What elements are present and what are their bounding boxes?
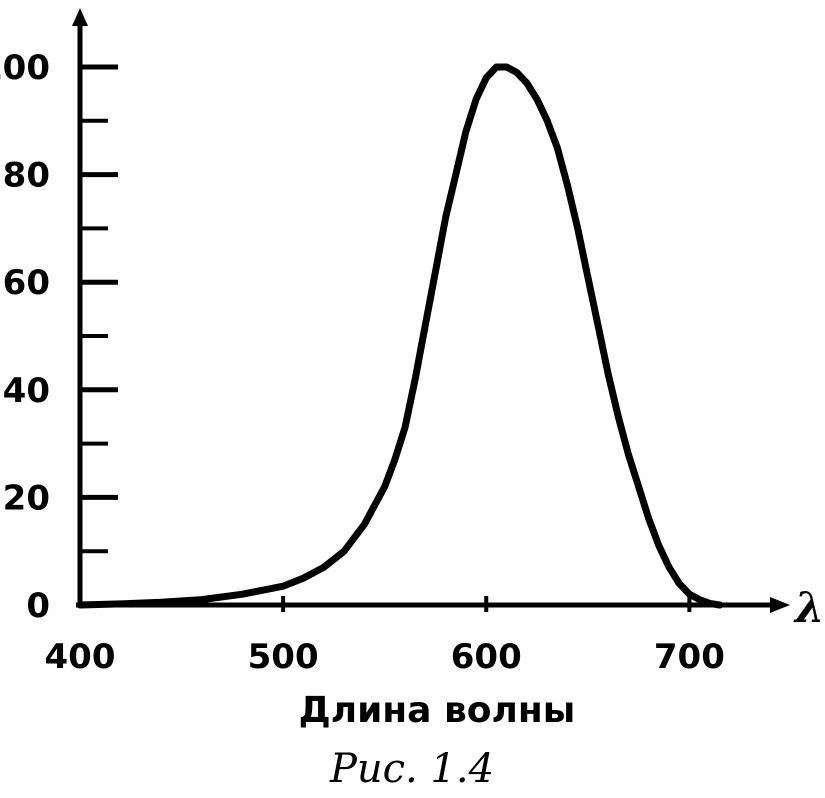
figure-caption: Рис. 1.4 bbox=[329, 746, 494, 792]
y-tick-label: 80 bbox=[3, 156, 50, 196]
x-ticks: 400 500 600 700 bbox=[45, 596, 725, 677]
x-axis-symbol: λ bbox=[793, 583, 824, 632]
y-tick-label: 60 bbox=[3, 263, 50, 303]
y-ticks: 0 20 40 60 80 100 bbox=[0, 48, 118, 626]
series-line bbox=[76, 63, 724, 609]
x-tick-label: 600 bbox=[451, 637, 522, 677]
x-axis-arrow bbox=[770, 597, 790, 613]
y-tick-label: 0 bbox=[26, 586, 50, 626]
y-axis-arrow bbox=[72, 8, 88, 26]
x-tick-label: 700 bbox=[654, 637, 725, 677]
y-tick-label: 40 bbox=[3, 371, 50, 411]
y-tick-label: 20 bbox=[3, 478, 50, 518]
x-tick-label: 500 bbox=[248, 637, 319, 677]
y-tick-label: 100 bbox=[0, 48, 50, 88]
x-axis-label: Длина волны bbox=[299, 690, 576, 731]
x-tick-label: 400 bbox=[45, 637, 116, 677]
chart-axes: λ bbox=[72, 8, 824, 632]
